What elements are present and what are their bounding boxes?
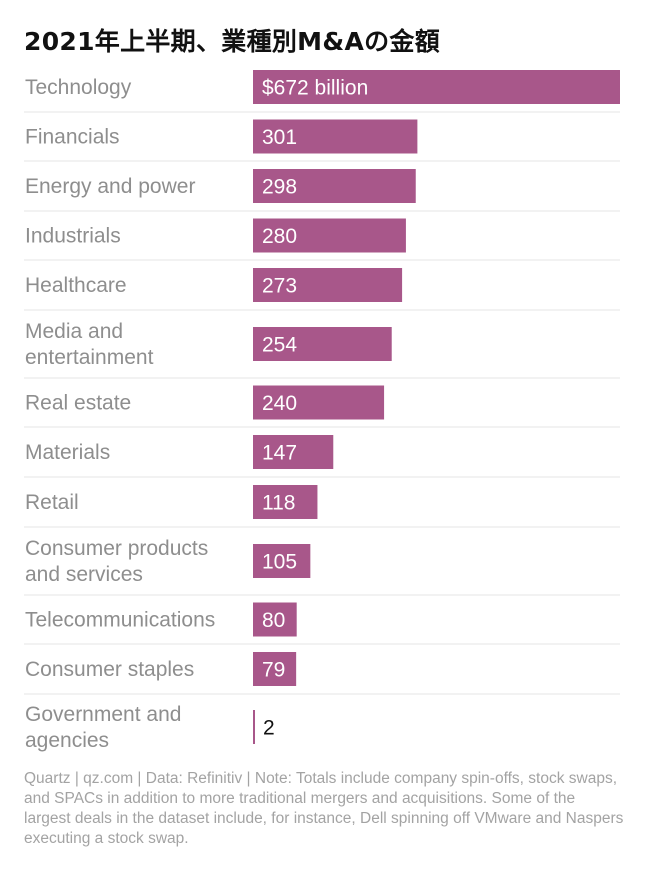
bar [253,119,418,154]
value-label: 79 [262,659,285,682]
value-label: 254 [262,334,297,357]
bar [253,169,416,203]
bar [253,544,311,578]
bar [253,70,620,104]
category-label: Materials [25,441,110,464]
value-label: 301 [262,126,297,149]
category-label: Government and agencies [25,703,181,752]
value-label: 280 [262,225,297,248]
value-label: 273 [262,275,297,298]
category-label: Healthcare [25,274,127,297]
value-label: $672 billion [262,77,368,100]
category-label: Technology [25,76,132,99]
category-label: Consumer products and services [25,537,208,586]
category-label: Real estate [25,392,131,415]
bar [253,652,297,686]
value-label: 2 [263,717,275,740]
value-label: 118 [262,492,295,515]
category-label: Media and entertainment [25,320,154,369]
bar [253,327,392,361]
bar [253,218,406,253]
value-label: 80 [262,609,285,632]
bar [253,268,403,302]
value-label: 240 [262,392,297,415]
category-label: Retail [25,491,79,514]
bar [253,485,318,519]
chart-title: 2021年上半期、業種別M&Aの金額 [24,27,441,56]
value-label: 105 [262,551,297,574]
footnote: Quartz | qz.com | Data: Refinitiv | Note… [24,770,624,847]
bar [253,385,385,420]
category-label: Consumer staples [25,658,194,681]
value-label: 298 [262,176,297,199]
category-label: Financials [25,126,120,149]
category-label: Industrials [25,225,121,248]
bar [253,710,255,744]
category-label: Telecommunications [25,609,215,632]
bar [253,435,334,469]
value-label: 147 [262,442,297,465]
category-label: Energy and power [25,175,195,198]
bar [253,602,297,637]
